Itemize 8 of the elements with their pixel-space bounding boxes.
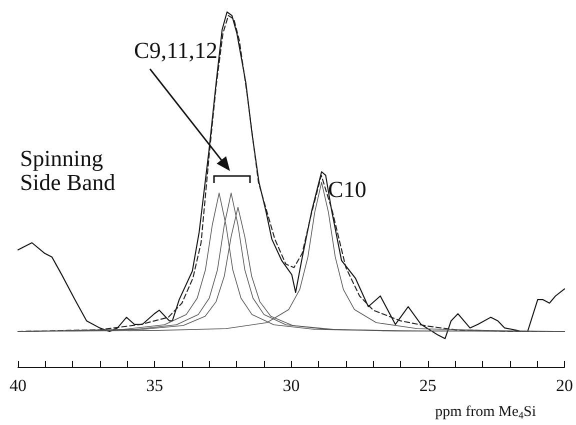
x-tick-label: 40 xyxy=(10,376,26,395)
x-tick-label: 20 xyxy=(556,376,573,395)
x-tick-label: 30 xyxy=(282,376,300,395)
annotation: C10 xyxy=(328,177,366,202)
annotation: C9,11,12 xyxy=(134,38,218,63)
x-tick-label: 35 xyxy=(146,376,164,395)
x-tick-label: 25 xyxy=(419,376,436,395)
annotation: Spinning Side Band xyxy=(20,146,116,195)
